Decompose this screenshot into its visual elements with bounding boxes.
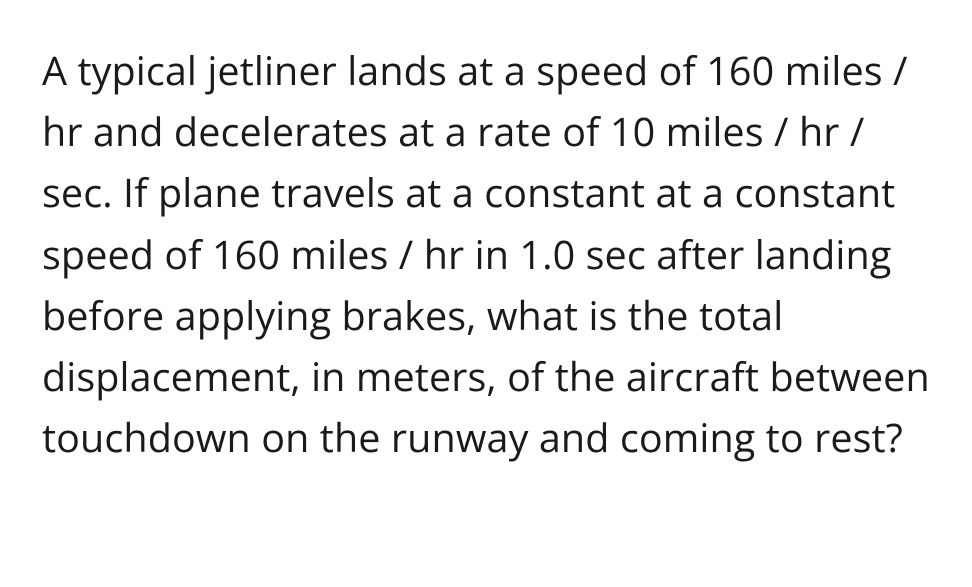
question-container: A typical jetliner lands at a speed of 1… [0, 0, 972, 509]
question-text: A typical jetliner lands at a speed of 1… [42, 40, 930, 469]
